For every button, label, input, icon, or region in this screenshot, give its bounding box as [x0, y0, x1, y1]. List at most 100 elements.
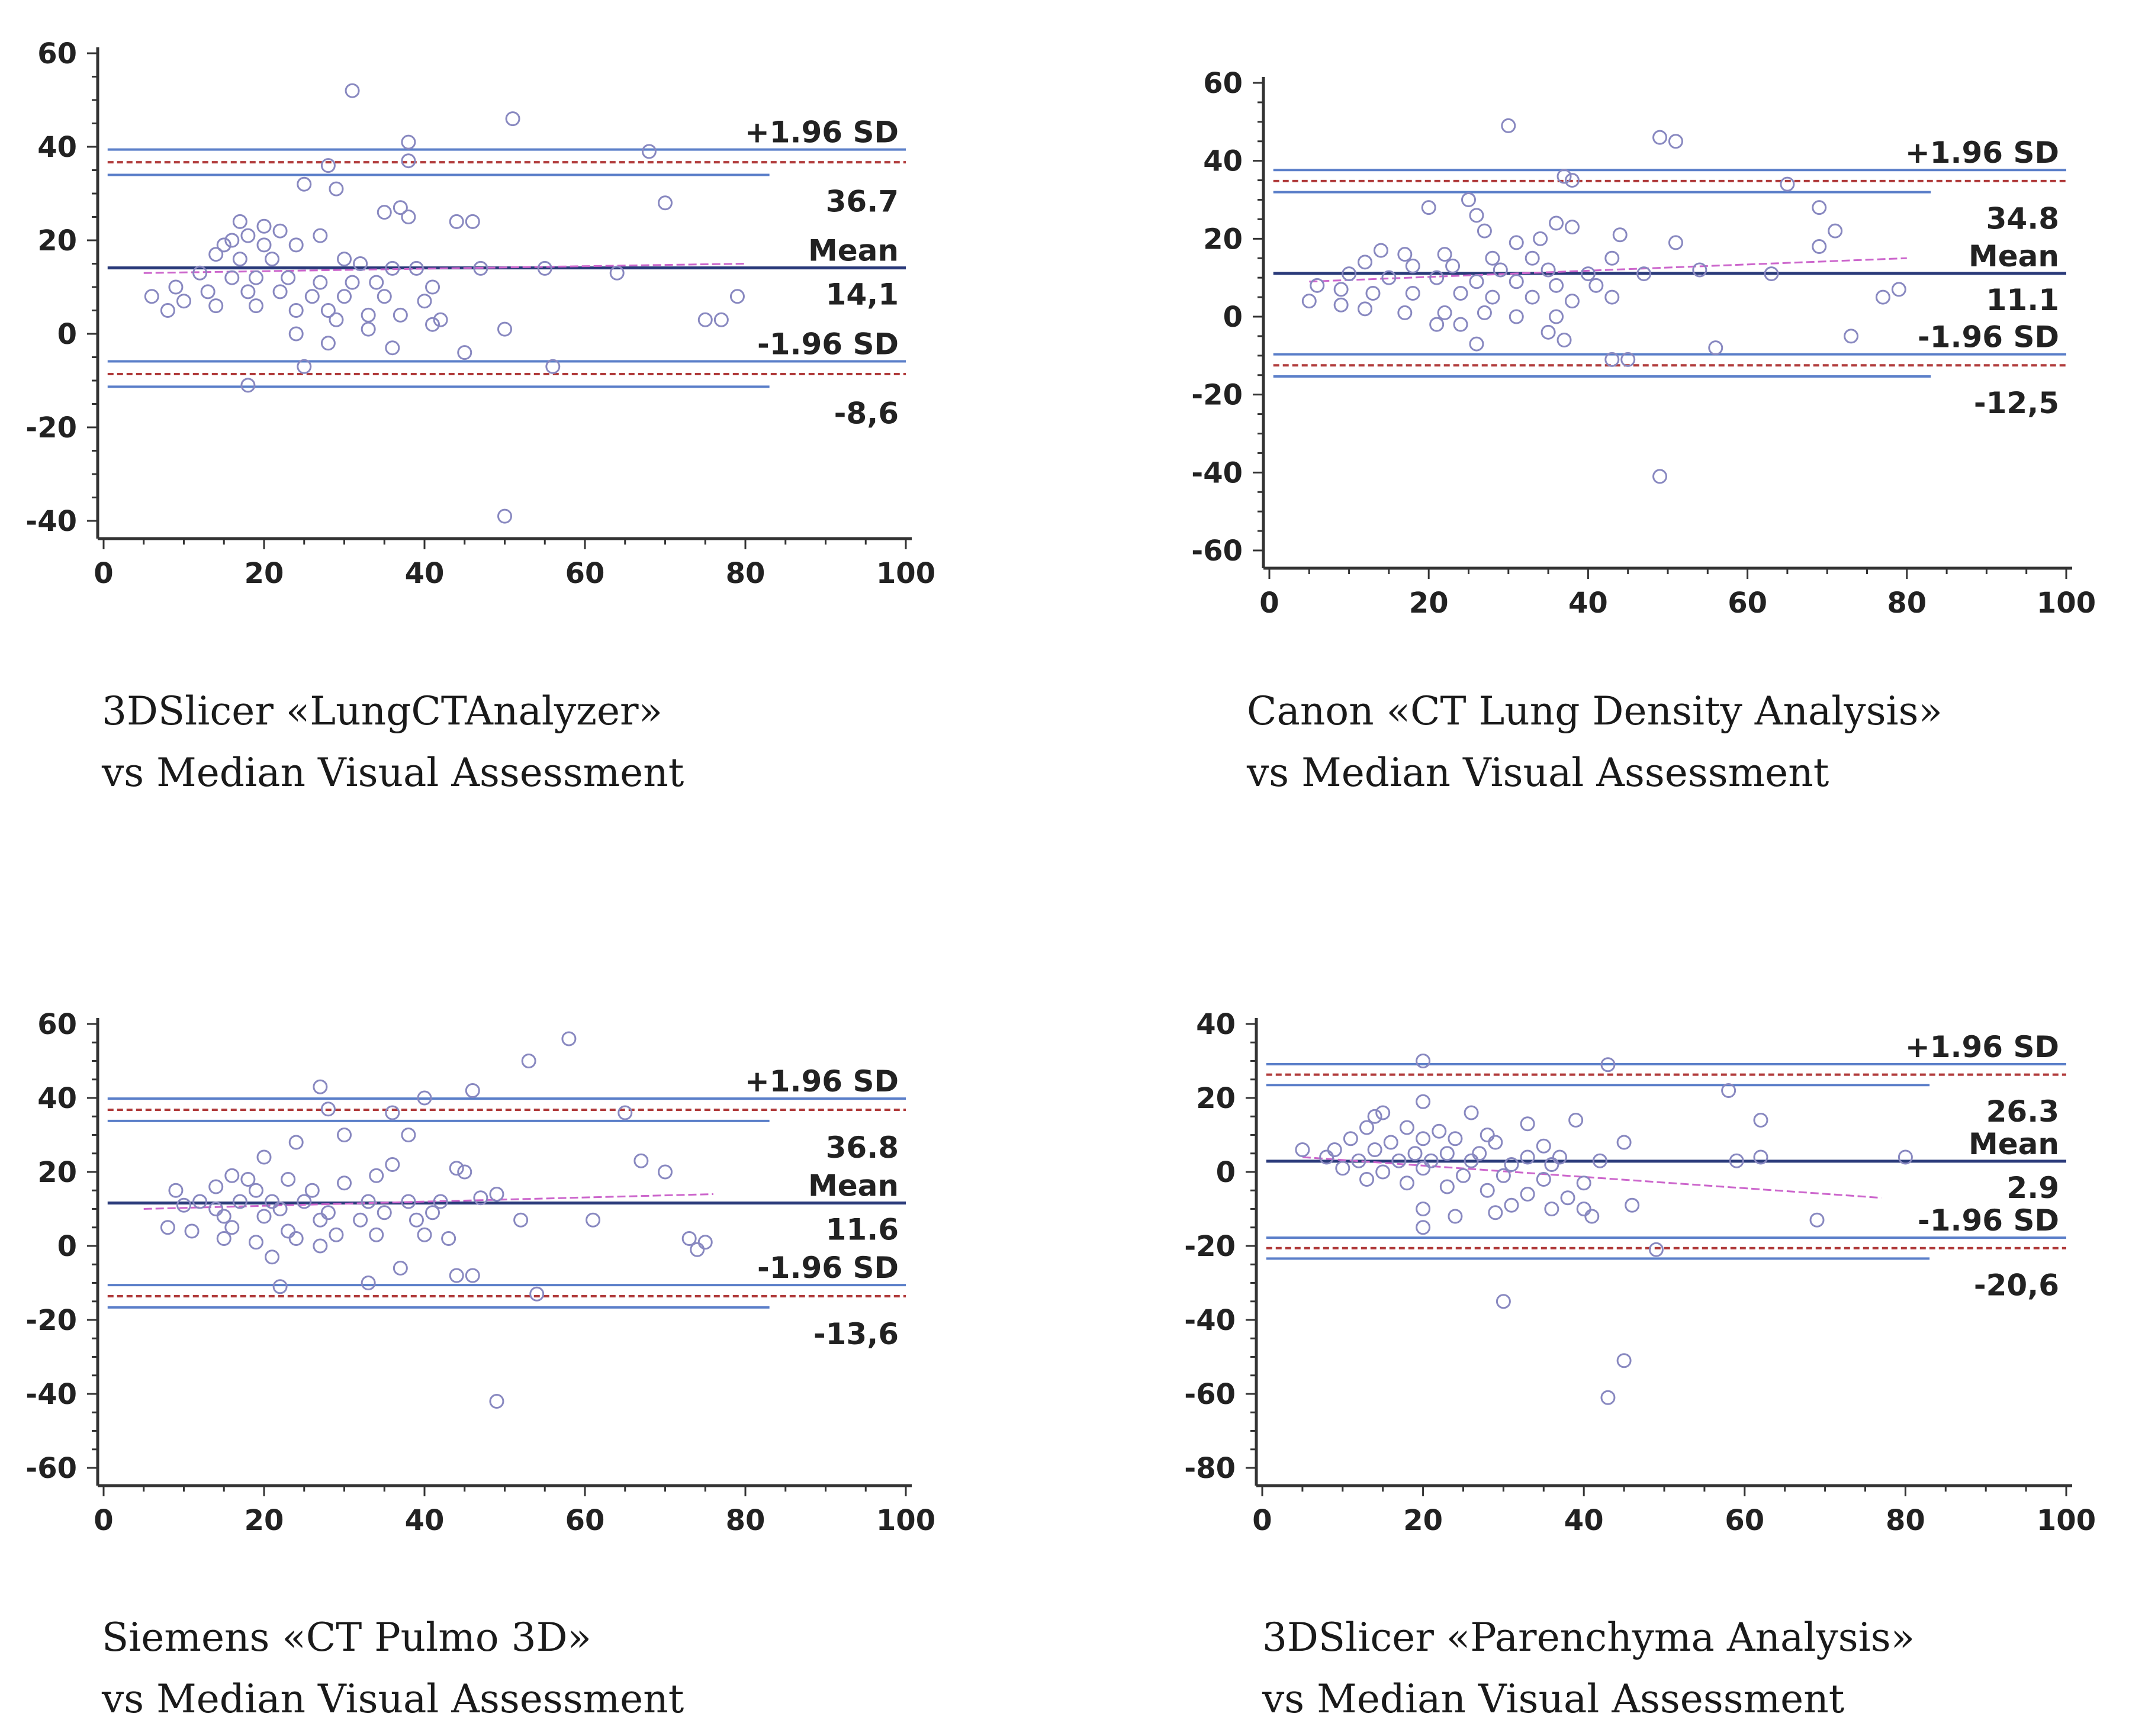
data-point [1469, 336, 1484, 352]
data-point [329, 1227, 344, 1242]
x-tick-label: 40 [1568, 587, 1608, 620]
data-point [1464, 1105, 1479, 1120]
data-point [248, 298, 263, 314]
caption-line-1: Siemens «CT Pulmo 3D» [102, 1615, 591, 1660]
x-tick-label: 40 [1564, 1504, 1604, 1537]
data-point [1536, 1172, 1551, 1187]
data-point [561, 1031, 577, 1046]
y-tick-label: 0 [1216, 1156, 1236, 1189]
y-tick-label: 40 [37, 131, 77, 164]
data-point [369, 275, 384, 290]
data-point [248, 1235, 263, 1250]
upper-loa-label: +1.96 SD [745, 115, 899, 150]
data-point [304, 289, 320, 304]
data-point [1469, 274, 1484, 289]
data-point [1432, 1123, 1447, 1139]
data-point [473, 1190, 488, 1206]
y-tick-label: 40 [1203, 145, 1243, 178]
data-point [1333, 297, 1349, 313]
bland-altman-chart: 0 20 40 60 80 100 -60 -40 -20 0 20 40 60 +1.96 SD 34.8… [1191, 67, 2096, 620]
data-point [248, 270, 263, 285]
data-point [1620, 352, 1636, 367]
data-point [320, 336, 336, 351]
data-point [1812, 200, 1827, 215]
data-point [369, 1227, 384, 1242]
data-point [1343, 1131, 1358, 1146]
mean-label: Mean [808, 234, 899, 268]
mean-label: Mean [808, 1169, 899, 1203]
data-point [1564, 173, 1580, 188]
data-point [288, 326, 304, 342]
data-point [224, 1168, 240, 1183]
data-point [377, 205, 392, 220]
x-tick-label: 0 [1252, 1504, 1272, 1537]
data-point [232, 1194, 247, 1209]
data-point [297, 176, 312, 192]
data-point [1875, 289, 1890, 305]
x-tick-label: 100 [876, 1504, 935, 1537]
data-point [1381, 270, 1397, 285]
data-point [681, 1231, 697, 1246]
data-point [1464, 1153, 1479, 1168]
chart-panel-parenchyma: 0 20 40 60 80 100 -80 -60 -40 -20 0 20 40 +1.96 SD 26.… [1125, 977, 2129, 1736]
data-point [1560, 1190, 1575, 1206]
upper-loa-value: 26.3 [1986, 1094, 2059, 1129]
data-point [1358, 255, 1373, 270]
data-point [401, 1128, 416, 1142]
x-tick-label: 40 [405, 1504, 445, 1537]
data-point [425, 317, 440, 332]
caption-line-1: 3DSlicer «LungCTAnalyzer» [102, 688, 663, 734]
data-point [1319, 1149, 1334, 1165]
data-point [216, 1231, 231, 1246]
y-tick-label: -20 [1191, 379, 1243, 412]
data-point [401, 153, 416, 169]
data-point [417, 1090, 432, 1106]
data-point [457, 1164, 472, 1180]
upper-loa-label: +1.96 SD [1905, 136, 2059, 170]
y-tick-label: 60 [37, 1008, 77, 1041]
data-point [1437, 305, 1452, 320]
data-point [313, 1238, 328, 1254]
data-point [1391, 1153, 1407, 1168]
data-point [633, 1153, 649, 1168]
data-point [224, 233, 240, 248]
data-point [1310, 278, 1325, 293]
data-point [586, 1212, 601, 1228]
data-point [1477, 223, 1492, 239]
data-point [313, 1079, 328, 1094]
upper-loa-label: +1.96 SD [1905, 1030, 2059, 1064]
data-point [1416, 1131, 1431, 1146]
caption-line-2: vs Median Visual Assessment [102, 750, 684, 795]
y-tick-label: -40 [1184, 1304, 1236, 1337]
data-point [1576, 1202, 1591, 1216]
data-point [1668, 134, 1683, 149]
data-point [1544, 1157, 1559, 1172]
data-point [288, 1231, 304, 1246]
lower-loa-value: -13,6 [813, 1317, 899, 1351]
data-point [1692, 262, 1707, 278]
data-point [433, 1194, 448, 1209]
data-point [457, 345, 472, 360]
regression-line [143, 263, 746, 274]
data-point [1625, 1197, 1640, 1213]
data-point [1439, 1146, 1455, 1161]
bland-altman-chart: 0 20 40 60 80 100 -40 -20 0 20 40 60 +1.96 SD 36.7 Mea… [25, 37, 935, 590]
data-point [658, 1164, 673, 1180]
data-point [1429, 270, 1445, 285]
regression-line [1302, 1156, 1882, 1199]
data-point [1721, 1083, 1736, 1098]
data-point [1383, 1135, 1398, 1150]
y-tick-label: 40 [1196, 1008, 1236, 1041]
data-point [401, 1194, 416, 1209]
data-point [1423, 1153, 1439, 1168]
caption-line-2: vs Median Visual Assessment [1262, 1676, 1845, 1722]
data-point [1448, 1131, 1463, 1146]
data-point [1556, 169, 1572, 184]
data-point [1536, 1138, 1551, 1154]
data-point [1453, 286, 1468, 301]
data-point [329, 181, 344, 197]
x-tick-label: 20 [1409, 587, 1449, 620]
data-point [1504, 1157, 1519, 1172]
data-point [465, 214, 480, 229]
data-point [1891, 282, 1906, 297]
